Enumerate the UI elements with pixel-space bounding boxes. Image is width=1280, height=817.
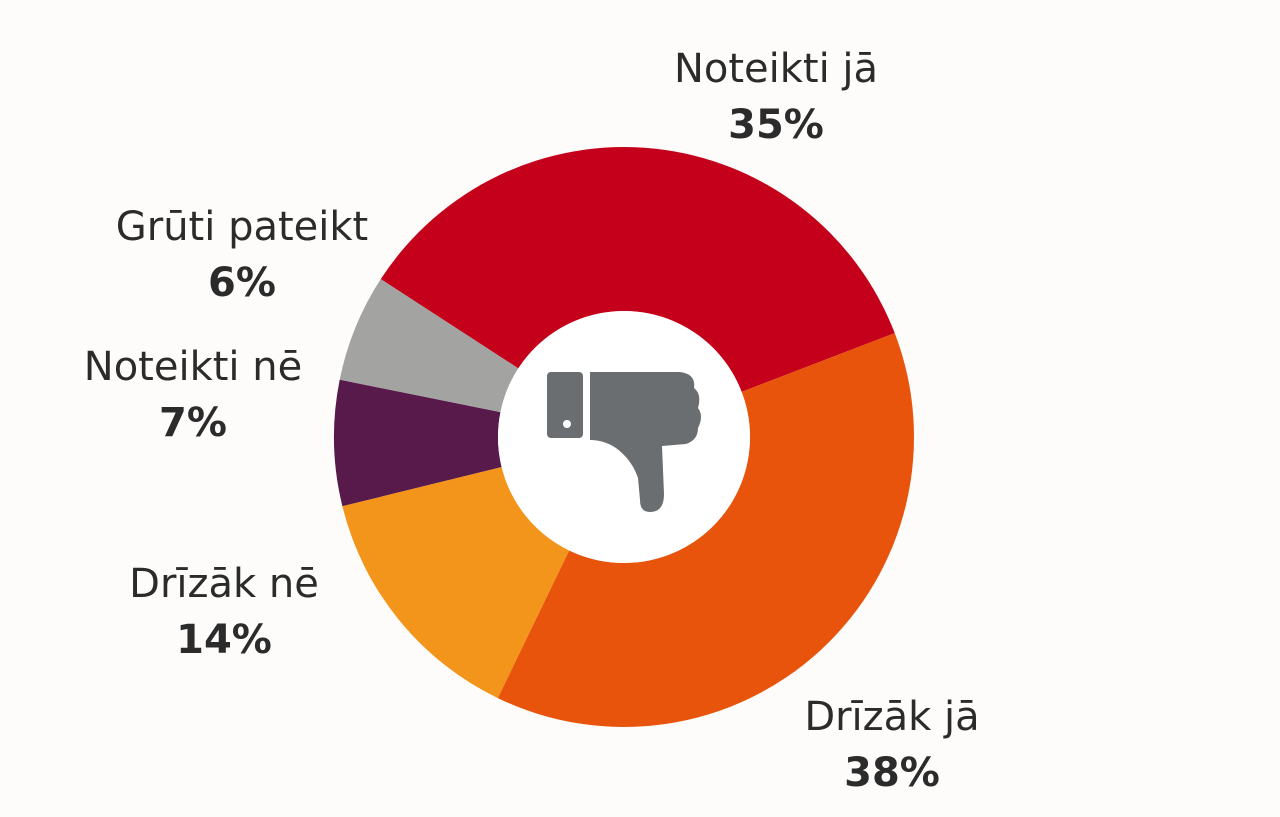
- slice-3: [342, 467, 570, 699]
- thumbs-down-icon: [547, 372, 701, 512]
- slice-value-label-5: 6%: [208, 260, 276, 306]
- slice-1: [380, 146, 895, 392]
- slice-4: [334, 379, 502, 507]
- slice-label-5: Grūti pateikt: [116, 204, 368, 250]
- slice-value-label-1: 35%: [728, 102, 824, 148]
- slice-value-label-3: 14%: [176, 617, 272, 663]
- slice-label-1: Noteikti jā: [674, 46, 878, 92]
- slice-label-2: Drīzāk jā: [804, 694, 979, 740]
- slice-label-3: Drīzāk nē: [129, 561, 319, 607]
- slice-labels: Noteikti jā 35% Drīzāk jā 38% Drīzāk nē 14% No…: [84, 46, 980, 796]
- slice-value-label-4: 7%: [159, 400, 227, 446]
- donut-slices: [334, 146, 914, 727]
- slice-5: [339, 279, 519, 413]
- slice-2: [497, 333, 914, 727]
- slice-label-4: Noteikti nē: [84, 344, 302, 390]
- slice-value-label-2: 38%: [844, 750, 940, 796]
